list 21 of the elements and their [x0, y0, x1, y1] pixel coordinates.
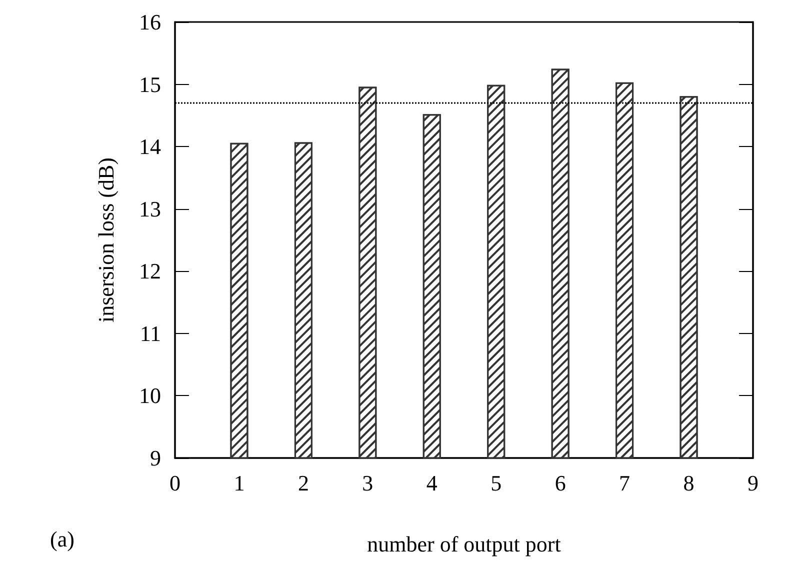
- y-axis-title: insersion loss (dB): [94, 158, 118, 322]
- x-tick-label: 0: [170, 470, 180, 496]
- y-tick-label: 16: [139, 10, 161, 34]
- y-tick-label: 15: [139, 72, 161, 97]
- x-tick-label: 8: [683, 470, 694, 496]
- x-tick-label: 5: [490, 470, 502, 496]
- x-tick-label: 3: [362, 470, 374, 496]
- x-axis-title: number of output port: [367, 532, 561, 556]
- x-tick-label: 1: [234, 470, 245, 496]
- x-tick-label: 9: [748, 470, 758, 496]
- y-tick-label: 9: [150, 446, 161, 470]
- text: (a): [50, 526, 74, 552]
- x-tick-label: 7: [619, 470, 630, 496]
- y-tick-label: 12: [139, 258, 161, 284]
- y-tick-label: 10: [139, 383, 161, 408]
- x-tick-label: 4: [426, 470, 438, 496]
- y-tick-label: 11: [140, 320, 161, 346]
- x-tick-label: 2: [298, 470, 309, 496]
- y-tick-label: 14: [139, 134, 161, 160]
- y-tick-label: 13: [139, 196, 161, 222]
- x-tick-label: 6: [554, 470, 566, 496]
